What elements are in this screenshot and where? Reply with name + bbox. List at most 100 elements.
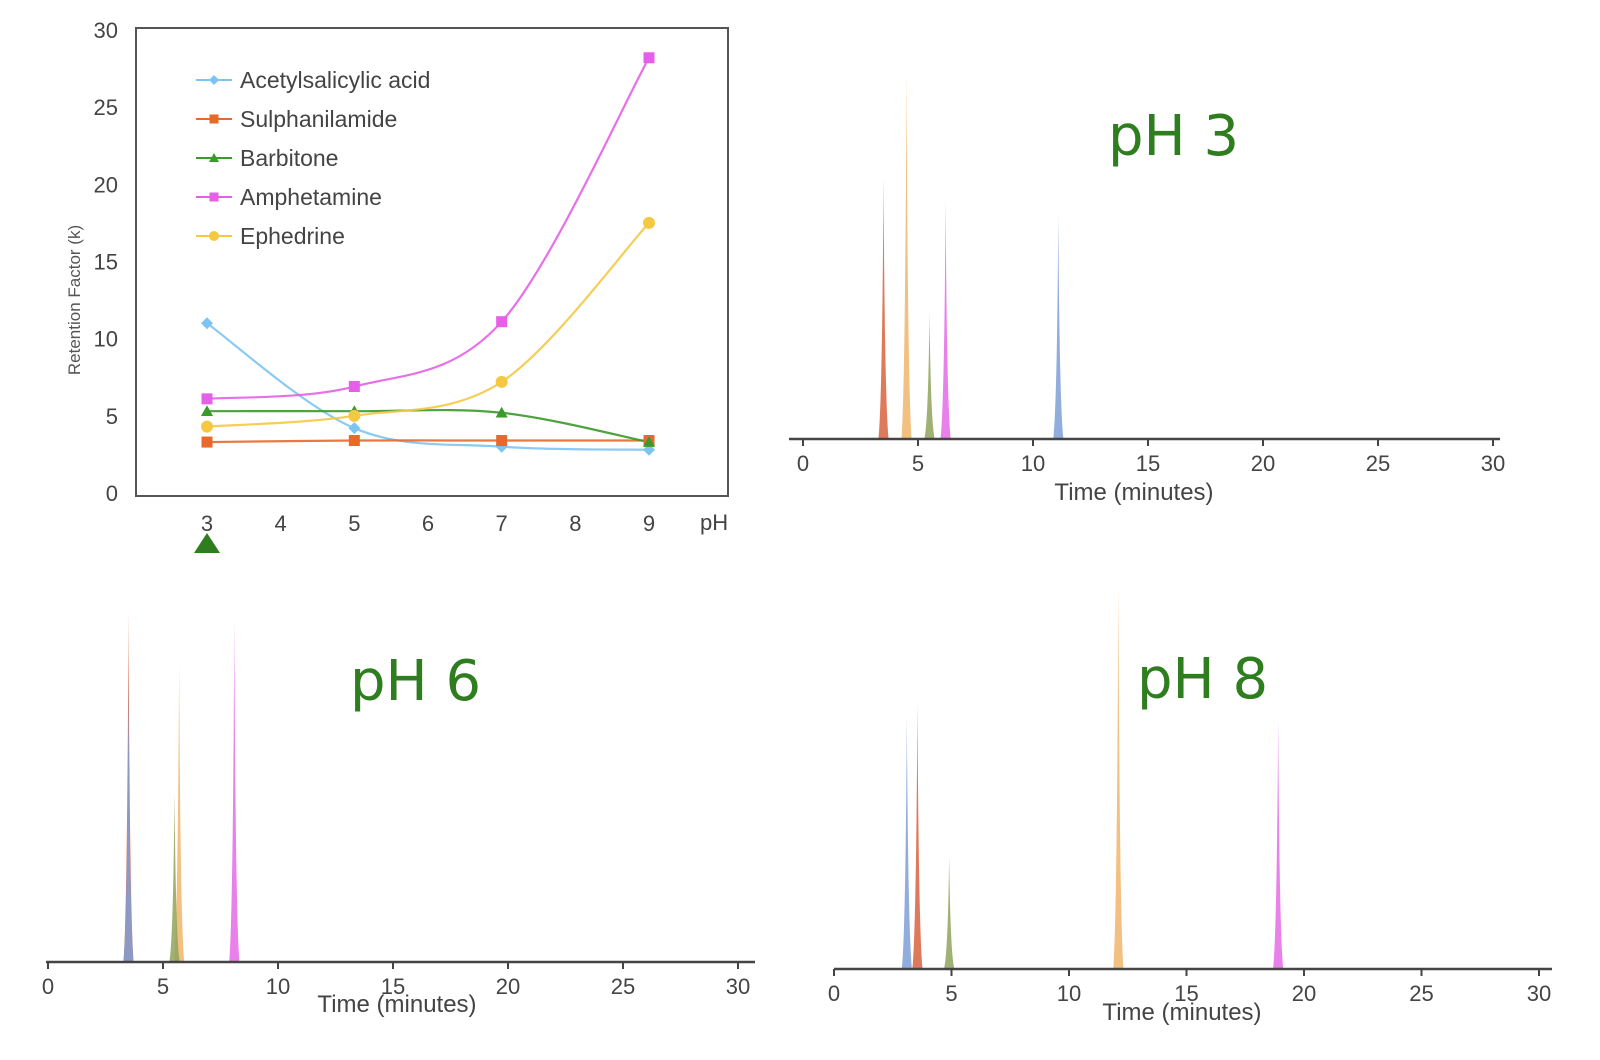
time-tick-label: 15	[381, 974, 405, 999]
time-tick-label: 25	[1409, 981, 1433, 1006]
time-tick-label: 10	[1057, 981, 1081, 1006]
ph-condition-label: pH 6	[350, 649, 481, 714]
y-tick-label: 5	[106, 404, 118, 429]
y-tick-label: 15	[94, 250, 118, 275]
retention-factor-chart: Retention Factor (k) pH 0 5 10 15 20 25 30 3 4 5…	[65, 18, 729, 553]
peak-ephedrine	[901, 71, 912, 438]
time-tick-label: 20	[496, 974, 520, 999]
x-tick-label: 6	[422, 511, 434, 536]
peak-sulphanilamide	[912, 703, 923, 968]
time-tick-label: 0	[797, 451, 809, 476]
data-point	[643, 52, 655, 64]
chromatogram-ph6: 0 5 10 15 20 25 30 Time (minutes) pH 6	[42, 612, 755, 1018]
legend-marker-icon	[209, 153, 219, 162]
peak-amphetamine	[940, 199, 951, 438]
legend-marker-icon	[209, 192, 219, 202]
time-tick-label: 15	[1136, 451, 1160, 476]
legend-item: Amphetamine	[196, 184, 382, 210]
time-tick-label: 30	[726, 974, 750, 999]
series-line-ephedrine	[206, 222, 650, 428]
x-axis-title: pH	[700, 510, 728, 535]
y-tick-label: 0	[106, 481, 118, 506]
peak-barbitone	[944, 856, 955, 968]
time-axis-title: Time (minutes)	[317, 991, 476, 1018]
time-tick-label: 25	[1366, 451, 1390, 476]
legend-label: Ephedrine	[240, 223, 345, 249]
series-line-barbitone	[206, 408, 650, 444]
legend-marker-icon	[209, 231, 219, 241]
data-point	[348, 422, 361, 435]
series-markers	[201, 52, 655, 456]
x-tick-label: 8	[569, 511, 581, 536]
plot-frame	[135, 27, 729, 497]
data-point	[495, 375, 508, 388]
y-tick-label: 10	[94, 327, 118, 352]
legend-label: Sulphanilamide	[240, 106, 397, 132]
peak-barbitone	[924, 313, 935, 438]
legend-item: Sulphanilamide	[196, 106, 397, 132]
x-tick-label: 5	[348, 511, 360, 536]
time-tick-label: 10	[1021, 451, 1045, 476]
peak-amphetamine	[229, 620, 240, 961]
legend-marker-icon	[209, 114, 219, 124]
x-tick-label: 9	[643, 511, 655, 536]
x-tick-labels: 3 4 5 6 7 8 9	[201, 511, 655, 536]
y-tick-label: 30	[94, 18, 118, 43]
legend-item: Barbitone	[196, 145, 338, 171]
data-point	[643, 216, 655, 229]
peak-barbitone	[169, 792, 180, 961]
data-point	[496, 435, 508, 447]
peak-acetylsalicylic-acid	[1053, 214, 1064, 438]
y-tick-label: 25	[94, 95, 118, 120]
current-ph-indicator-icon	[194, 533, 220, 553]
ph-condition-label: pH 3	[1108, 104, 1239, 169]
time-tick-label: 30	[1481, 451, 1505, 476]
time-tick-label: 20	[1251, 451, 1275, 476]
peak-amphetamine	[1273, 718, 1284, 968]
legend-marker-icon	[209, 75, 219, 85]
peak-acetylsalicylic-acid	[901, 714, 912, 968]
time-tick-label: 10	[266, 974, 290, 999]
series-line-acetylsalicylic-acid	[206, 322, 650, 451]
time-tick-label: 15	[1174, 981, 1198, 1006]
peak-acetylsalicylic-acid	[123, 681, 134, 961]
peak-ephedrine	[174, 662, 185, 961]
data-point	[201, 420, 213, 433]
series-line-amphetamine	[206, 57, 650, 400]
data-point	[496, 316, 508, 328]
y-tick-label: 20	[94, 172, 118, 197]
data-point	[201, 317, 213, 330]
peak-ephedrine	[1113, 584, 1124, 968]
x-tick-label: 7	[496, 511, 508, 536]
legend: Acetylsalicylic acid Sulphanilamide Barbit…	[196, 67, 430, 249]
time-tick-label: 5	[912, 451, 924, 476]
legend-label: Acetylsalicylic acid	[240, 67, 430, 93]
time-tick-label: 25	[611, 974, 635, 999]
time-tick-label: 20	[1292, 981, 1316, 1006]
data-point	[201, 393, 213, 405]
chromatogram-ph3: 0 5 10 15 20 25 30 Time (minutes) pH 3	[789, 71, 1505, 506]
legend-label: Barbitone	[240, 145, 338, 171]
data-point	[348, 409, 361, 422]
time-tick-label: 5	[945, 981, 957, 1006]
data-point	[495, 406, 508, 418]
data-point	[348, 435, 360, 447]
data-point	[201, 405, 213, 417]
chromatogram-ph8: 0 5 10 15 20 25 30 Time (minutes) pH 8	[828, 584, 1552, 1026]
x-tick-label: 4	[275, 511, 287, 536]
y-axis-title: Retention Factor (k)	[65, 225, 84, 375]
time-tick-label: 5	[157, 974, 169, 999]
series-line-sulphanilamide	[206, 439, 649, 444]
time-axis-title: Time (minutes)	[1054, 479, 1213, 506]
ph-condition-label: pH 8	[1137, 647, 1268, 712]
legend-label: Amphetamine	[240, 184, 382, 210]
y-tick-labels: 0 5 10 15 20 25 30	[94, 18, 118, 506]
series-lines	[206, 57, 650, 451]
legend-item: Ephedrine	[196, 223, 345, 249]
time-tick-label: 0	[828, 981, 840, 1006]
x-tick-label: 3	[201, 511, 213, 536]
peak-sulphanilamide	[878, 177, 889, 438]
time-tick-label: 30	[1527, 981, 1551, 1006]
time-axis-title: Time (minutes)	[1102, 999, 1261, 1026]
